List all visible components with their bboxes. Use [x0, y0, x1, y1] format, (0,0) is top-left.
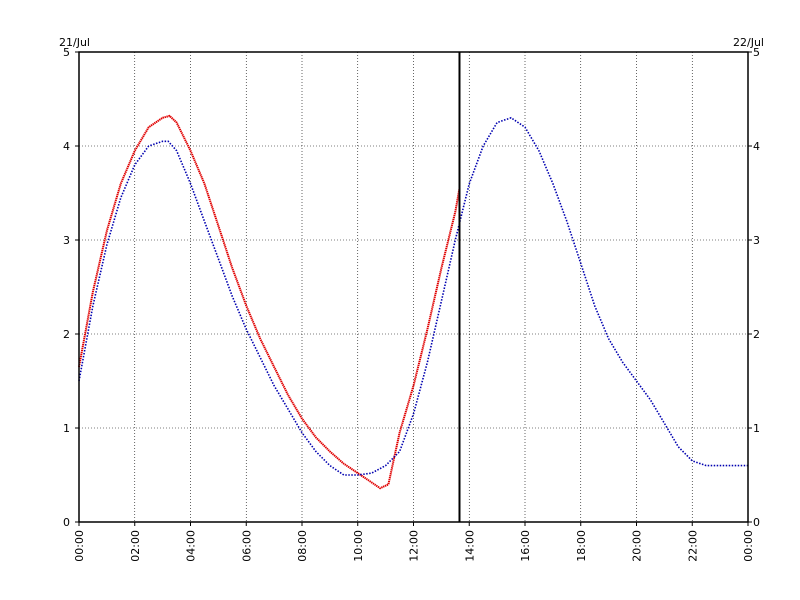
y-tick-label-left: 3 [63, 234, 70, 247]
y-tick-label-right: 2 [753, 328, 760, 341]
date-label-left: 21/Jul [59, 36, 90, 49]
x-axis: 00:00 02:00 04:00 06:00 08:00 10:00 12:00 14:00… [73, 522, 755, 562]
x-tick-label: 10:00 [352, 530, 365, 562]
y-tick-label-right: 0 [753, 516, 760, 529]
y-axis-left: 0 1 2 3 4 5 [63, 46, 79, 529]
y-tick-label-right: 1 [753, 422, 760, 435]
x-tick-label: 22:00 [686, 530, 699, 562]
x-tick-label: 14:00 [463, 530, 476, 562]
x-tick-label: 16:00 [519, 530, 532, 562]
series-line-2 [78, 116, 748, 476]
y-tick-label-left: 0 [63, 516, 70, 529]
y-tick-label-left: 4 [63, 140, 70, 153]
x-tick-label: 12:00 [408, 530, 421, 562]
date-label-right: 22/Jul [733, 36, 764, 49]
grid-lines [79, 52, 748, 522]
x-tick-label: 04:00 [185, 530, 198, 562]
y-tick-label-right: 3 [753, 234, 760, 247]
x-tick-label: 20:00 [631, 530, 644, 562]
series-line-1 [78, 114, 461, 490]
x-tick-label: 00:00 [742, 530, 755, 562]
x-tick-label: 18:00 [575, 530, 588, 562]
x-tick-label: 02:00 [129, 530, 142, 562]
y-axis-right: 0 1 2 3 4 5 [748, 46, 760, 529]
y-tick-label-left: 5 [63, 46, 70, 59]
series-layer [78, 114, 748, 490]
y-tick-label-left: 1 [63, 422, 70, 435]
x-tick-label: 08:00 [296, 530, 309, 562]
y-tick-label-right: 5 [753, 46, 760, 59]
x-tick-label: 06:00 [240, 530, 253, 562]
y-tick-label-left: 2 [63, 328, 70, 341]
y-tick-label-right: 4 [753, 140, 760, 153]
x-tick-label: 00:00 [73, 530, 86, 562]
